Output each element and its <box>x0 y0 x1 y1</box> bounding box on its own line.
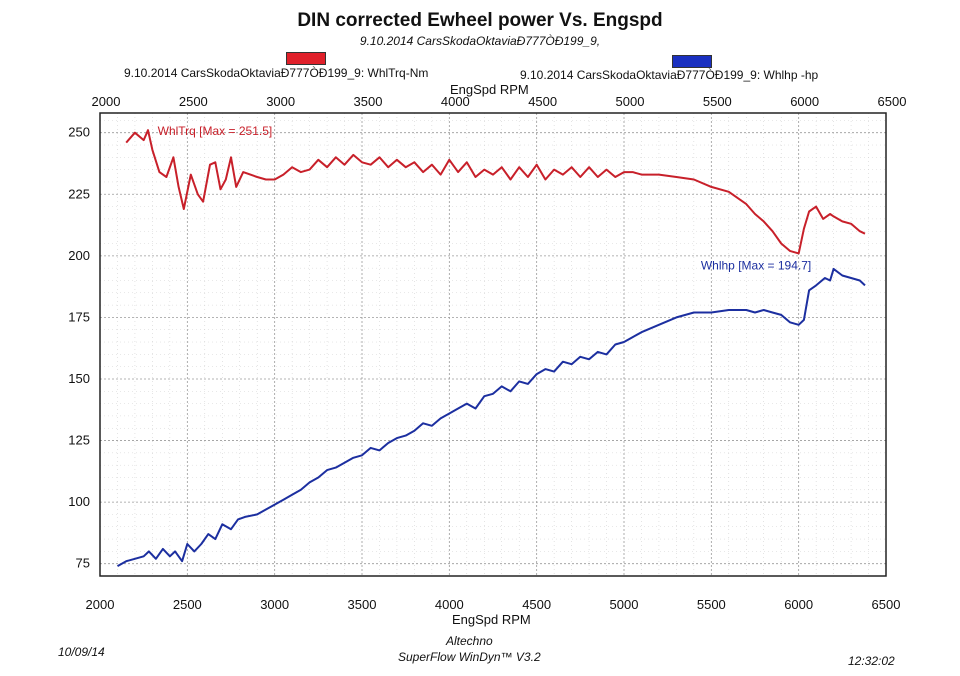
x-tick-label-top: 2000 <box>92 94 121 109</box>
footer-time: 12:32:02 <box>848 654 895 668</box>
x-tick-label-top: 6500 <box>878 94 907 109</box>
tick-labels: 2000 2000 2500 2500 3000 3000 3500 3500 4000 4000… <box>68 94 906 612</box>
x-tick-label-top: 2500 <box>179 94 208 109</box>
x-tick-label-top: 5500 <box>703 94 732 109</box>
x-tick-label-bottom: 4000 <box>435 597 464 612</box>
x-tick-label-bottom: 5500 <box>697 597 726 612</box>
y-tick-label: 75 <box>76 556 90 571</box>
x-tick-label-bottom: 3000 <box>260 597 289 612</box>
y-tick-label: 100 <box>68 494 90 509</box>
x-tick-label-top: 3500 <box>354 94 383 109</box>
x-tick-label-bottom: 6500 <box>872 597 901 612</box>
y-tick-label: 250 <box>68 125 90 140</box>
x-tick-label-top: 3000 <box>266 94 295 109</box>
chart-title: DIN corrected Ewheel power Vs. Engspd <box>297 10 663 31</box>
x-tick-label-bottom: 2500 <box>173 597 202 612</box>
x-tick-label-top: 4500 <box>528 94 557 109</box>
y-tick-label: 225 <box>68 186 90 201</box>
x-tick-label-bottom: 4500 <box>522 597 551 612</box>
footer-vendor: Altechno <box>446 634 493 648</box>
legend-label-power: 9.10.2014 CarsSkodaOktaviaÐ777ÒÐ199_9: W… <box>520 68 819 82</box>
x-axis-title-bottom: EngSpd RPM <box>452 612 531 627</box>
x-tick-label-bottom: 2000 <box>86 597 115 612</box>
chart-subtitle: 9.10.2014 CarsSkodaOktaviaÐ777ÒÐ199_9, <box>359 34 601 48</box>
x-axis-title-top: EngSpd RPM <box>450 82 529 97</box>
series-line-power <box>117 267 866 567</box>
x-tick-label-bottom: 6000 <box>784 597 813 612</box>
x-tick-label-top: 6000 <box>790 94 819 109</box>
y-tick-label: 175 <box>68 309 90 324</box>
annotation-power-max: Whlhp [Max = 194.7] <box>701 258 811 272</box>
y-tick-label: 125 <box>68 433 90 448</box>
footer-date: 10/09/14 <box>58 645 105 659</box>
x-tick-label-bottom: 5000 <box>610 597 639 612</box>
x-tick-label-top: 5000 <box>616 94 645 109</box>
series-layer <box>117 129 866 567</box>
legend-swatch-torque <box>286 52 326 65</box>
grid-layer <box>99 113 887 576</box>
x-tick-label-bottom: 3500 <box>348 597 377 612</box>
footer-software: SuperFlow WinDyn™ V3.2 <box>398 650 541 664</box>
plot-frame <box>99 112 887 577</box>
legend-swatch-power <box>672 55 712 68</box>
annotations: WhlTrq [Max = 251.5] Whlhp [Max = 194.7] <box>158 124 812 272</box>
annotation-torque-max: WhlTrq [Max = 251.5] <box>158 124 273 138</box>
y-tick-label: 150 <box>68 371 90 386</box>
legend-label-torque: 9.10.2014 CarsSkodaOktaviaÐ777ÒÐ199_9: W… <box>124 66 429 80</box>
y-tick-label: 200 <box>68 248 90 263</box>
series-line-torque <box>125 129 866 255</box>
x-tick-label-top: 4000 <box>441 94 470 109</box>
